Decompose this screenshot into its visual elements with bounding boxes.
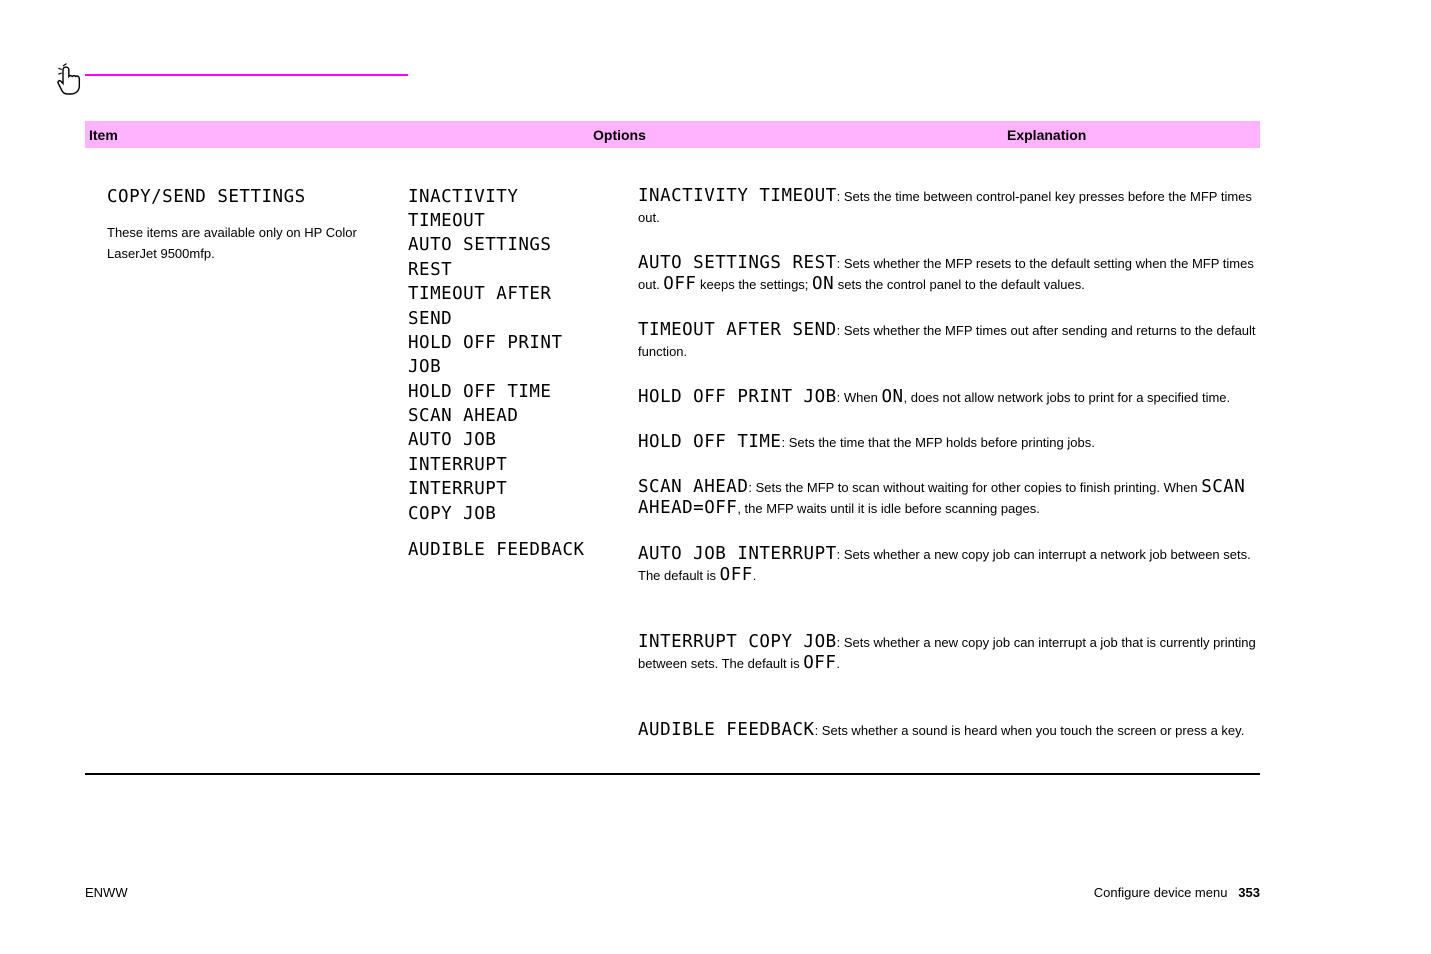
opt-12: INTERRUPT — [408, 481, 626, 499]
hand-pointer-icon — [56, 63, 84, 97]
desc-2: AUTO SETTINGS REST: Sets whether the MFP… — [638, 253, 1258, 295]
opt-3: REST — [408, 262, 626, 280]
desc-7: AUTO JOB INTERRUPT: Sets whether a new c… — [638, 544, 1258, 586]
opt-10: AUTO JOB — [408, 432, 626, 450]
opt-2: AUTO SETTINGS — [408, 237, 626, 255]
item-title: COPY/SEND SETTINGS — [107, 189, 407, 207]
desc-8: INTERRUPT COPY JOB: Sets whether a new c… — [638, 632, 1258, 674]
opt-5: SEND — [408, 311, 626, 329]
opt-1: TIMEOUT — [408, 213, 626, 231]
desc-6: SCAN AHEAD: Sets the MFP to scan without… — [638, 477, 1258, 519]
opt-6: HOLD OFF PRINT — [408, 335, 626, 353]
desc-1: INACTIVITY TIMEOUT: Sets the time betwee… — [638, 186, 1258, 228]
opt-14: AUDIBLE FEEDBACK — [408, 542, 626, 560]
footer-left: ENWW — [85, 885, 128, 900]
opt-7: JOB — [408, 359, 626, 377]
opt-8: HOLD OFF TIME — [408, 384, 626, 402]
header-expl: Explanation — [1007, 127, 1260, 143]
header-item: Item — [89, 127, 393, 143]
opt-9: SCAN AHEAD — [408, 408, 626, 426]
footer-right: Configure device menu 353 — [1094, 885, 1260, 900]
desc-9: AUDIBLE FEEDBACK: Sets whether a sound i… — [638, 720, 1258, 741]
bottom-divider — [85, 773, 1260, 775]
desc-4: HOLD OFF PRINT JOB: When ON, does not al… — [638, 387, 1258, 408]
opt-4: TIMEOUT AFTER — [408, 286, 626, 304]
opt-0: INACTIVITY — [408, 189, 626, 207]
desc-3: TIMEOUT AFTER SEND: Sets whether the MFP… — [638, 320, 1258, 362]
table-header-row: Item Options Explanation — [85, 121, 1260, 148]
desc-5: HOLD OFF TIME: Sets the time that the MF… — [638, 432, 1258, 453]
magenta-divider — [85, 74, 408, 76]
opt-13: COPY JOB — [408, 506, 626, 524]
opt-11: INTERRUPT — [408, 457, 626, 475]
header-options: Options — [593, 127, 807, 143]
item-note: These items are available only on HP Col… — [107, 222, 407, 264]
